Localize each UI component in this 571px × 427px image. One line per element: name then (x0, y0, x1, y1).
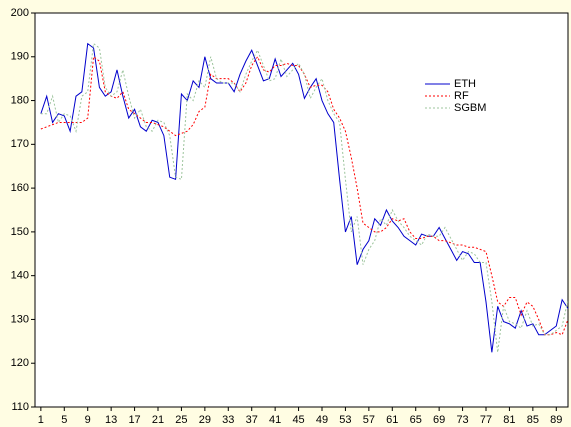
series-line (40, 55, 569, 336)
x-tick-label: 53 (339, 414, 351, 426)
y-tick-label: 180 (11, 94, 29, 106)
x-tick-label: 37 (246, 414, 258, 426)
plot-area (34, 12, 569, 408)
y-tick-label: 190 (11, 51, 29, 63)
x-tick-label: 33 (222, 414, 234, 426)
y-tick-label: 160 (11, 182, 29, 194)
series-line (40, 42, 569, 353)
legend-label: ETH (454, 78, 476, 90)
x-tick-label: 17 (128, 414, 140, 426)
y-tick-label: 200 (11, 7, 29, 19)
x-tick-label: 81 (503, 414, 515, 426)
x-tick-label: 65 (410, 414, 422, 426)
y-tick-label: 140 (11, 270, 29, 282)
y-tick-label: 110 (11, 401, 29, 413)
legend-label: SGBM (454, 102, 486, 114)
x-tick-label: 61 (386, 414, 398, 426)
x-tick-label: 77 (480, 414, 492, 426)
x-tick-label: 57 (363, 414, 375, 426)
x-tick-label: 45 (292, 414, 304, 426)
x-tick-label: 21 (152, 414, 164, 426)
x-tick-label: 9 (85, 414, 91, 426)
x-tick-label: 69 (433, 414, 445, 426)
y-tick-label: 170 (11, 138, 29, 150)
x-tick-label: 85 (527, 414, 539, 426)
x-tick-label: 49 (316, 414, 328, 426)
x-tick-label: 73 (456, 414, 468, 426)
x-tick-label: 1 (38, 414, 44, 426)
legend-label: RF (454, 90, 469, 102)
x-tick-label: 89 (550, 414, 562, 426)
y-tick-label: 120 (11, 357, 29, 369)
x-tick-label: 29 (199, 414, 211, 426)
x-tick-label: 13 (105, 414, 117, 426)
y-tick-label: 130 (11, 313, 29, 325)
x-tick-label: 25 (175, 414, 187, 426)
y-tick-label: 150 (11, 226, 29, 238)
x-tick-label: 5 (61, 414, 67, 426)
x-tick-label: 41 (269, 414, 281, 426)
